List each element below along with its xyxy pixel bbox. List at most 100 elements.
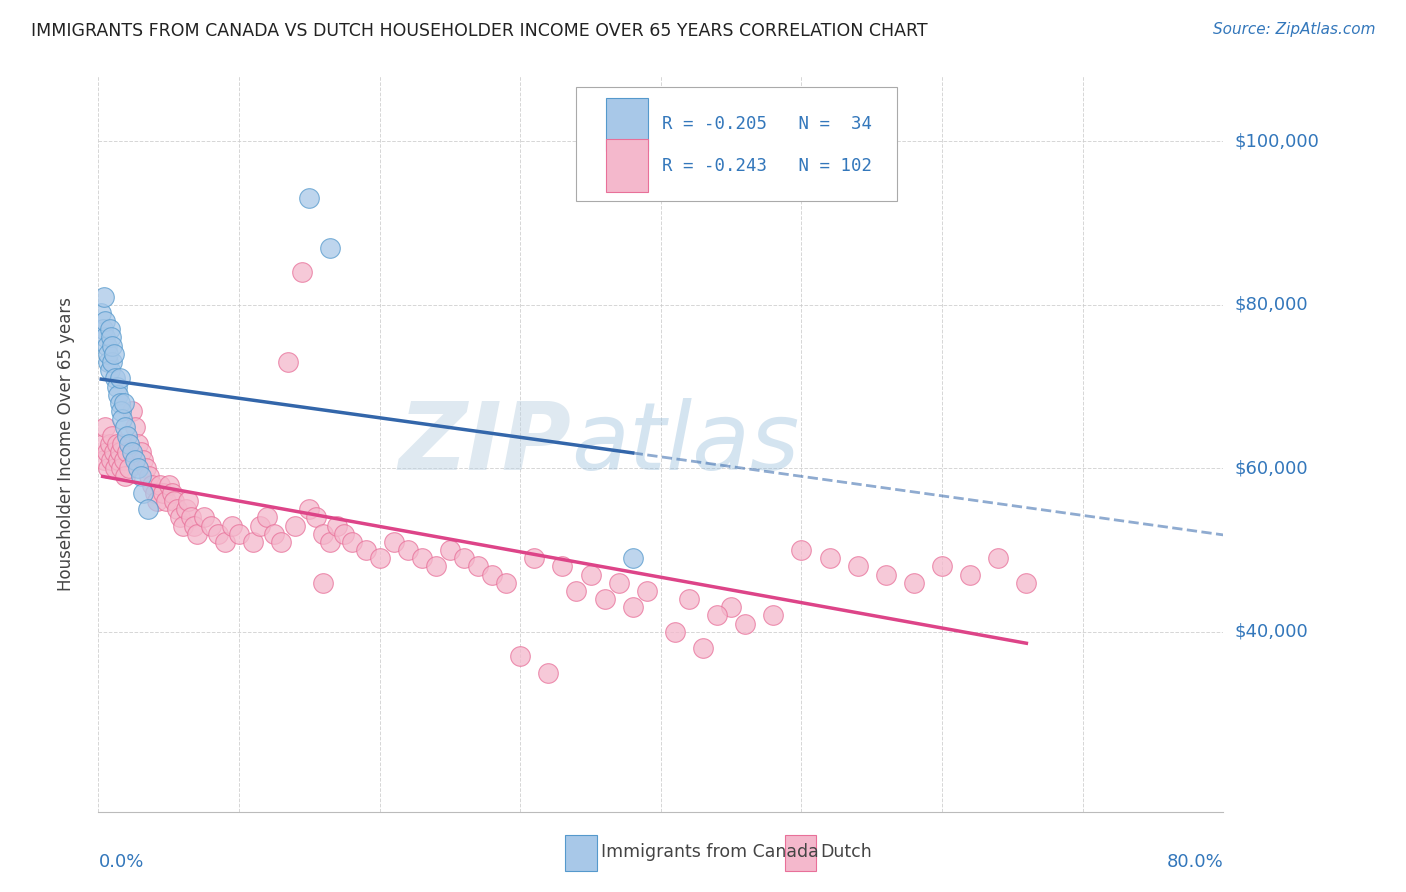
Point	[108, 396, 131, 410]
Point	[98, 322, 121, 336]
Text: $40,000: $40,000	[1234, 623, 1308, 640]
Point	[101, 338, 124, 352]
Point	[121, 404, 143, 418]
Point	[103, 445, 125, 459]
Point	[104, 461, 127, 475]
Point	[118, 461, 141, 475]
Point	[107, 453, 129, 467]
Text: R = -0.205   N =  34: R = -0.205 N = 34	[662, 115, 872, 133]
Point	[221, 518, 243, 533]
Point	[228, 526, 250, 541]
Point	[734, 616, 756, 631]
Point	[396, 543, 419, 558]
Point	[333, 526, 356, 541]
Point	[621, 600, 644, 615]
Point	[90, 306, 112, 320]
Point	[312, 575, 335, 590]
Point	[93, 453, 115, 467]
Point	[135, 461, 157, 475]
Point	[115, 445, 138, 459]
Point	[166, 502, 188, 516]
Point	[94, 330, 117, 344]
Point	[169, 510, 191, 524]
Point	[692, 641, 714, 656]
Point	[114, 469, 136, 483]
Point	[127, 461, 149, 475]
Point	[138, 469, 160, 483]
Point	[495, 575, 517, 590]
Point	[607, 575, 630, 590]
Point	[931, 559, 953, 574]
FancyBboxPatch shape	[606, 139, 648, 193]
Point	[1015, 575, 1038, 590]
Point	[155, 494, 177, 508]
Point	[319, 534, 342, 549]
Text: 80.0%: 80.0%	[1167, 854, 1223, 871]
Text: $100,000: $100,000	[1234, 132, 1319, 150]
Point	[186, 526, 208, 541]
Text: R = -0.243   N = 102: R = -0.243 N = 102	[662, 157, 872, 175]
Y-axis label: Householder Income Over 65 years: Householder Income Over 65 years	[56, 297, 75, 591]
Point	[115, 428, 138, 442]
Point	[105, 436, 128, 450]
Point	[193, 510, 215, 524]
Text: Source: ZipAtlas.com: Source: ZipAtlas.com	[1212, 22, 1375, 37]
Point	[846, 559, 869, 574]
Point	[678, 592, 700, 607]
Point	[104, 371, 127, 385]
Point	[565, 583, 588, 598]
Point	[121, 445, 143, 459]
Point	[305, 510, 328, 524]
Point	[987, 551, 1010, 566]
Point	[256, 510, 278, 524]
Point	[177, 494, 200, 508]
Point	[467, 559, 489, 574]
Point	[96, 445, 118, 459]
Point	[706, 608, 728, 623]
Point	[91, 322, 114, 336]
Point	[98, 363, 121, 377]
Point	[298, 191, 321, 205]
Point	[621, 551, 644, 566]
Point	[111, 436, 134, 450]
Text: $80,000: $80,000	[1234, 296, 1308, 314]
Point	[354, 543, 377, 558]
Point	[270, 534, 292, 549]
Text: Dutch: Dutch	[821, 843, 872, 861]
Point	[249, 518, 271, 533]
Point	[200, 518, 222, 533]
Point	[96, 338, 118, 352]
Point	[298, 502, 321, 516]
Point	[101, 428, 124, 442]
Point	[959, 567, 981, 582]
Point	[100, 330, 122, 344]
Point	[579, 567, 602, 582]
Point	[107, 387, 129, 401]
Point	[100, 453, 122, 467]
Point	[214, 534, 236, 549]
Point	[242, 534, 264, 549]
Point	[136, 502, 159, 516]
Point	[453, 551, 475, 566]
Point	[129, 445, 152, 459]
Point	[141, 477, 163, 491]
Point	[326, 518, 349, 533]
Point	[411, 551, 433, 566]
Point	[163, 494, 186, 508]
Point	[112, 396, 135, 410]
Point	[319, 240, 342, 254]
Point	[720, 600, 742, 615]
FancyBboxPatch shape	[606, 97, 648, 151]
Point	[425, 559, 447, 574]
Point	[664, 624, 686, 639]
Point	[636, 583, 658, 598]
Point	[183, 518, 205, 533]
Point	[263, 526, 285, 541]
Point	[551, 559, 574, 574]
Point	[124, 453, 146, 467]
Point	[509, 649, 531, 664]
Text: IMMIGRANTS FROM CANADA VS DUTCH HOUSEHOLDER INCOME OVER 65 YEARS CORRELATION CHA: IMMIGRANTS FROM CANADA VS DUTCH HOUSEHOL…	[31, 22, 928, 40]
Point	[340, 534, 363, 549]
Point	[110, 461, 132, 475]
Point	[101, 355, 124, 369]
